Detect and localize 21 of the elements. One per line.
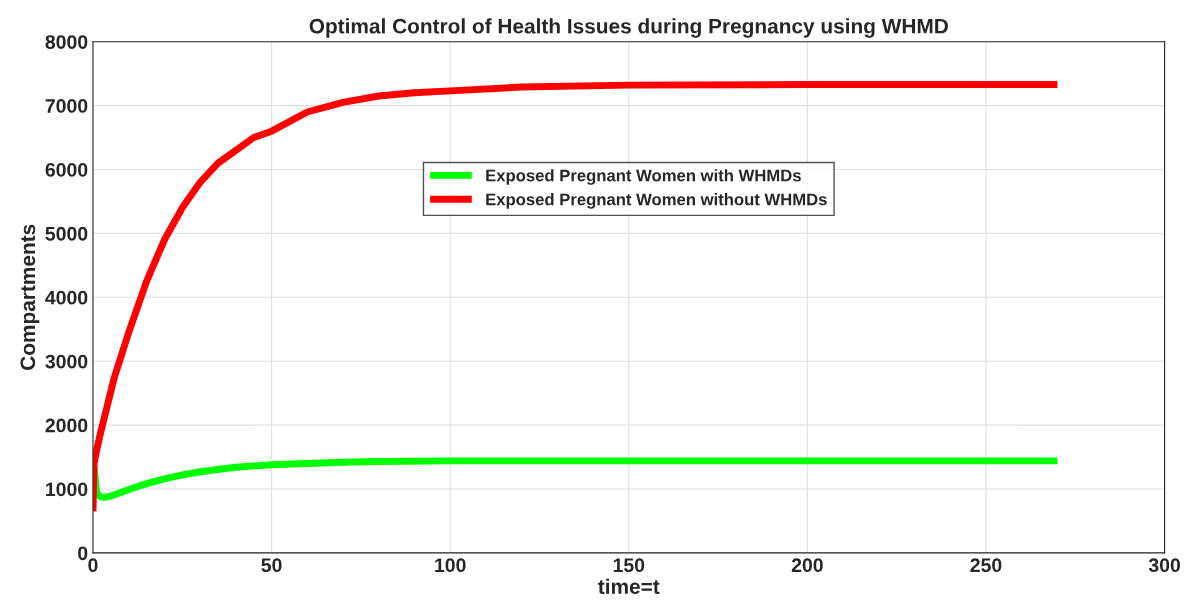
x-tick-label: 200: [791, 558, 823, 573]
x-axis-title: time=t: [598, 578, 660, 594]
x-tick-label: 50: [261, 558, 282, 573]
y-axis-title: Compartments: [20, 224, 40, 370]
y-tick-label: 8000: [45, 35, 88, 49]
y-tick-label: 3000: [45, 354, 88, 369]
y-tick-label: 4000: [45, 290, 88, 305]
y-tick-label: 6000: [45, 162, 88, 177]
y-tick-label: 1000: [46, 482, 88, 497]
y-tick-label: 2000: [45, 418, 88, 433]
legend-label: Exposed Pregnant Women with WHMDs: [486, 169, 801, 185]
x-tick-label: 150: [613, 558, 645, 573]
y-tick-label: 7000: [45, 99, 88, 113]
x-tick-label: 250: [970, 558, 1002, 573]
chart-title: Optimal Control of Health Issues during Pregnancy using WHMD: [309, 18, 948, 38]
legend-label: Exposed Pregnant Women without WHMDs: [486, 193, 827, 209]
x-tick-label: 300: [1148, 558, 1181, 573]
y-tick-label: 5000: [45, 226, 88, 241]
y-tick-label: 0: [78, 546, 88, 561]
x-tick-label: 100: [435, 558, 466, 573]
x-tick-label: 0: [88, 558, 98, 573]
